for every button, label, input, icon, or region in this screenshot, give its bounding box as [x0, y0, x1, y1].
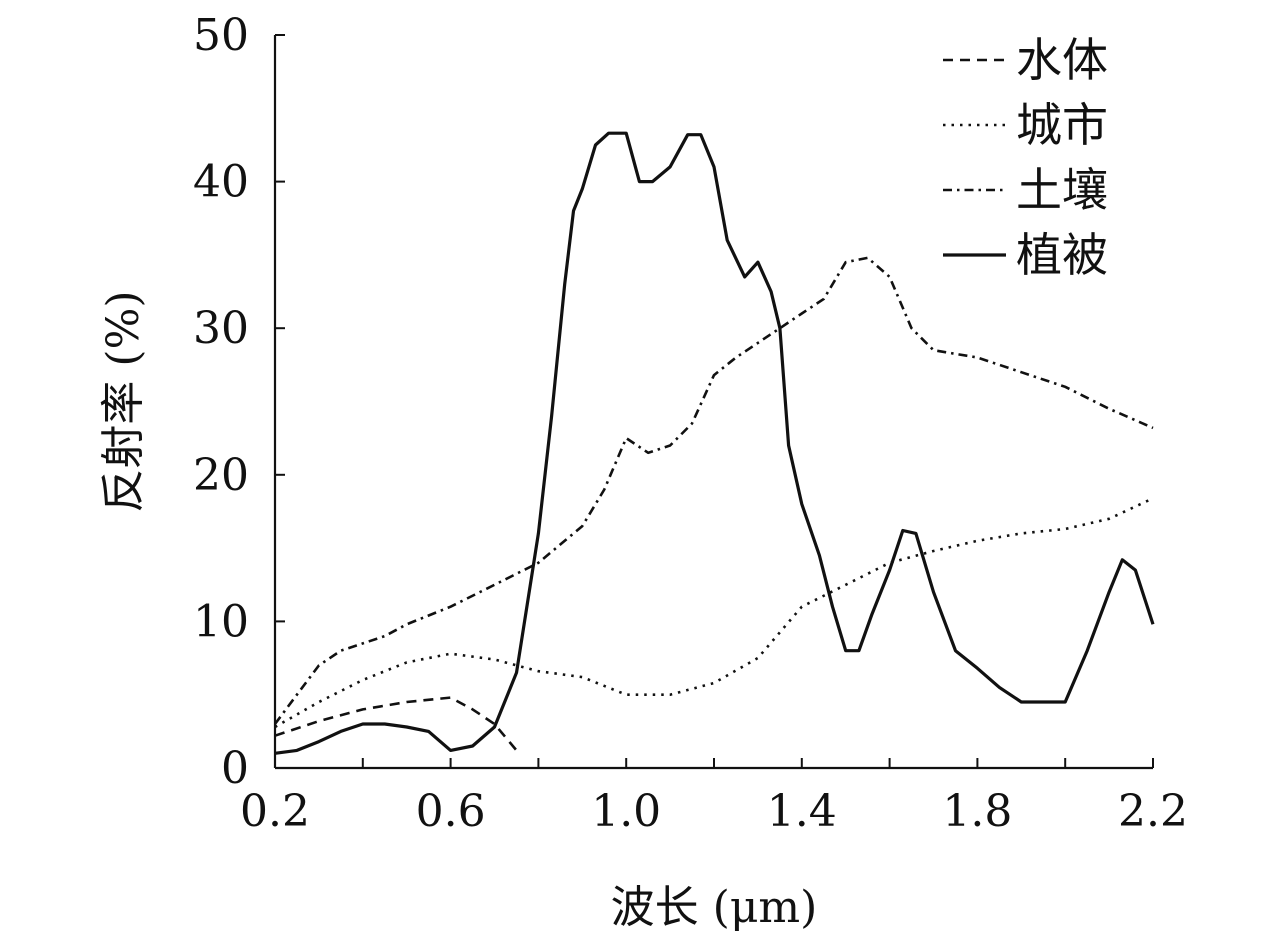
x-tick-label: 1.8 [942, 786, 1012, 837]
y-ticks: 0 10 20 30 40 50 [193, 10, 285, 794]
x-tick-label: 0.2 [240, 786, 310, 837]
x-axis-title: 波长 (μm) [611, 882, 818, 933]
legend-label: 城市 [1016, 98, 1108, 152]
series-layer [273, 131, 1155, 755]
x-tick-label: 2.2 [1118, 786, 1188, 837]
series-line-2 [274, 497, 1154, 729]
y-axis-title: 反射率 (%) [98, 290, 149, 512]
x-tick-label: 1.4 [767, 786, 837, 837]
series-line-3 [273, 256, 1154, 725]
legend-label: 水体 [1016, 33, 1108, 87]
x-ticks: 0.2 0.6 1.0 1.4 1.8 2.2 [240, 758, 1188, 837]
x-tick-label: 0.6 [416, 786, 486, 837]
legend-label: 植被 [1016, 228, 1108, 282]
legend-label: 土壤 [1016, 163, 1108, 217]
y-tick-label: 0 [221, 743, 249, 794]
y-tick-label: 30 [193, 303, 249, 354]
y-tick-label: 50 [193, 10, 249, 61]
series-line-4 [274, 131, 1155, 755]
x-tick-label: 1.0 [591, 786, 661, 837]
series-line-1 [274, 696, 518, 752]
y-tick-label: 10 [193, 596, 249, 647]
y-tick-label: 20 [193, 450, 249, 501]
y-tick-label: 40 [193, 157, 249, 208]
